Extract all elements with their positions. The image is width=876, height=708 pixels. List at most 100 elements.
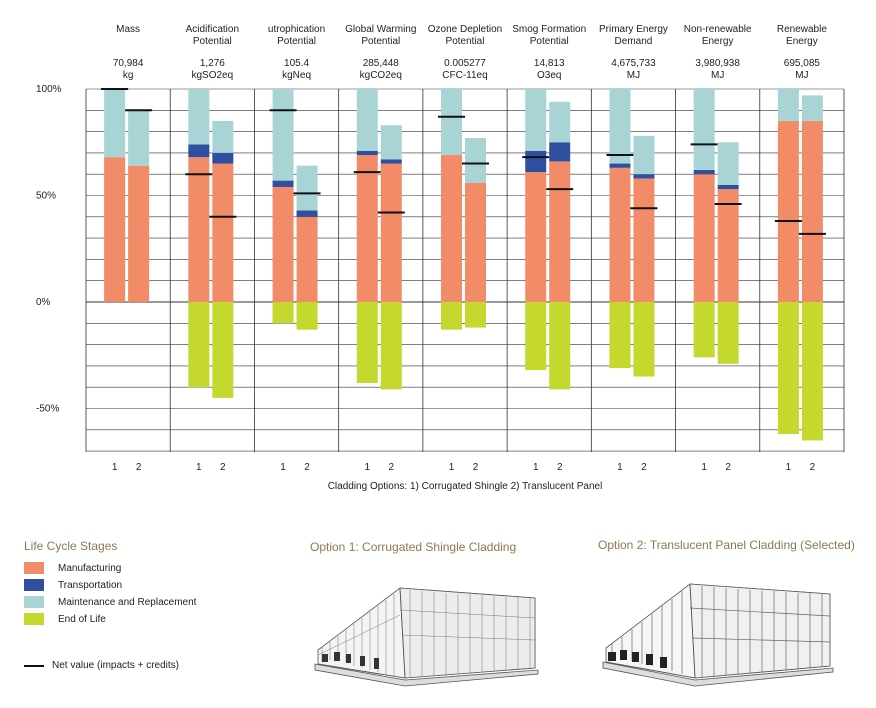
option-label: 2 bbox=[725, 462, 731, 473]
category-total: 3,980,938 bbox=[695, 58, 740, 69]
option-label: 1 bbox=[364, 462, 370, 473]
bar-maintenance bbox=[128, 110, 150, 166]
legend-label-net: Net value (impacts + credits) bbox=[52, 660, 179, 671]
bar-transportation bbox=[525, 150, 547, 173]
legend-swatch-maintenance bbox=[24, 596, 44, 608]
bar-maintenance bbox=[465, 137, 486, 183]
option1-building-drawing bbox=[314, 587, 539, 687]
category-total: 105.4 bbox=[284, 58, 309, 69]
bar-maintenance bbox=[356, 89, 378, 151]
bar-manufacturing bbox=[356, 155, 378, 302]
legend-label-end-of-life: End of Life bbox=[58, 613, 106, 625]
category-unit: kgSO2eq bbox=[191, 70, 233, 81]
legend-item-net: Net value (impacts + credits) bbox=[24, 660, 179, 671]
bar-maintenance bbox=[380, 125, 402, 160]
category-unit: CFC-11eq bbox=[442, 70, 487, 81]
bar-maintenance bbox=[633, 135, 655, 175]
category-total: 285,448 bbox=[363, 58, 400, 69]
bar-maintenance bbox=[801, 95, 823, 121]
bar-manufacturing bbox=[633, 178, 655, 302]
bar-manufacturing bbox=[465, 182, 486, 302]
bar-end-of-life bbox=[272, 302, 294, 324]
category-unit: kgNeq bbox=[282, 70, 311, 81]
bar-manufacturing bbox=[525, 172, 547, 302]
bar-maintenance bbox=[296, 165, 318, 211]
bar-manufacturing bbox=[777, 120, 799, 302]
category-unit: kg bbox=[123, 70, 134, 81]
category-unit: MJ bbox=[711, 70, 724, 81]
category-label: Demand bbox=[615, 36, 653, 47]
category-label: Potential bbox=[446, 36, 485, 47]
legend-item-manufacturing: Manufacturing bbox=[24, 562, 121, 574]
bar-end-of-life bbox=[296, 302, 318, 330]
option-label: 2 bbox=[220, 462, 226, 473]
legend-swatch-transportation bbox=[24, 579, 44, 591]
bar-manufacturing bbox=[104, 157, 126, 302]
bar-end-of-life bbox=[465, 302, 486, 328]
legend-label-transportation: Transportation bbox=[58, 579, 123, 591]
bar-end-of-life bbox=[356, 302, 378, 383]
bar-transportation bbox=[212, 152, 234, 164]
option-label: 1 bbox=[786, 462, 792, 473]
bar-end-of-life bbox=[633, 302, 655, 377]
bar-end-of-life bbox=[801, 302, 823, 441]
legend-item-end-of-life: End of Life bbox=[24, 613, 106, 625]
bar-maintenance bbox=[549, 101, 571, 143]
y-tick-label: -50% bbox=[36, 404, 59, 415]
bar-manufacturing bbox=[693, 174, 715, 302]
bar-maintenance bbox=[777, 89, 799, 121]
category-label: utrophication bbox=[268, 24, 325, 35]
bar-maintenance bbox=[717, 142, 739, 185]
y-tick-label: 50% bbox=[36, 191, 56, 202]
bar-maintenance bbox=[212, 120, 234, 153]
option-label: 2 bbox=[473, 462, 479, 473]
bar-manufacturing bbox=[549, 161, 571, 302]
legend-item-transportation: Transportation bbox=[24, 579, 122, 591]
bar-transportation bbox=[296, 210, 318, 217]
legend-swatch-end-of-life bbox=[24, 613, 44, 625]
legend-label-maintenance: Maintenance and Replacement bbox=[58, 596, 197, 608]
category-total: 14,813 bbox=[534, 58, 565, 69]
category-label: Ozone Depletion bbox=[428, 24, 503, 35]
option1-title: Option 1: Corrugated Shingle Cladding bbox=[310, 540, 517, 554]
bar-maintenance bbox=[693, 89, 715, 170]
bar-transportation bbox=[356, 150, 378, 156]
bar-transportation bbox=[633, 174, 655, 179]
category-label: Potential bbox=[530, 36, 569, 47]
bar-manufacturing bbox=[188, 157, 210, 302]
bar-manufacturing bbox=[128, 165, 150, 302]
category-total: 70,984 bbox=[113, 58, 144, 69]
bar-end-of-life bbox=[188, 302, 210, 388]
bar-manufacturing bbox=[441, 155, 462, 302]
category-label: Non-renewable bbox=[684, 24, 752, 35]
option-label: 2 bbox=[810, 462, 816, 473]
bar-manufacturing bbox=[272, 186, 294, 302]
bar-end-of-life bbox=[212, 302, 234, 398]
bar-transportation bbox=[609, 163, 631, 168]
category-label: Potential bbox=[361, 36, 400, 47]
bar-maintenance bbox=[609, 89, 631, 164]
bar-maintenance bbox=[188, 89, 210, 145]
category-total: 695,085 bbox=[784, 58, 821, 69]
category-unit: MJ bbox=[627, 70, 640, 81]
bar-end-of-life bbox=[380, 302, 402, 390]
category-label: Potential bbox=[193, 36, 232, 47]
category-label: Energy bbox=[702, 36, 734, 47]
net-line-icon bbox=[24, 664, 44, 667]
bar-maintenance bbox=[441, 89, 462, 156]
bar-maintenance bbox=[272, 89, 294, 181]
category-label: Renewable bbox=[777, 24, 827, 35]
x-axis-caption: Cladding Options: 1) Corrugated Shingle … bbox=[328, 481, 603, 492]
category-label: Potential bbox=[277, 36, 316, 47]
bar-transportation bbox=[380, 159, 402, 164]
option2-title: Option 2: Translucent Panel Cladding (Se… bbox=[598, 538, 855, 552]
option-label: 1 bbox=[701, 462, 707, 473]
category-total: 4,675,733 bbox=[611, 58, 656, 69]
bar-manufacturing bbox=[609, 167, 631, 302]
legend-label-manufacturing: Manufacturing bbox=[58, 562, 122, 574]
category-label: Mass bbox=[116, 24, 140, 35]
category-label: Energy bbox=[786, 36, 818, 47]
bar-transportation bbox=[693, 169, 715, 175]
bar-end-of-life bbox=[525, 302, 547, 371]
y-tick-label: 0% bbox=[36, 297, 51, 308]
